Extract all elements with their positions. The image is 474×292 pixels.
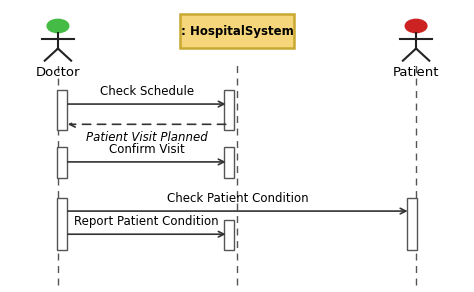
Bar: [224, 147, 234, 178]
Circle shape: [47, 19, 69, 33]
Text: : HospitalSystem: : HospitalSystem: [181, 25, 293, 38]
Bar: [224, 220, 234, 250]
Text: Report Patient Condition: Report Patient Condition: [74, 215, 219, 228]
Circle shape: [405, 19, 427, 33]
Bar: [57, 147, 67, 178]
Bar: [57, 90, 67, 130]
FancyBboxPatch shape: [181, 14, 293, 48]
Text: Patient: Patient: [393, 66, 439, 79]
Bar: [57, 198, 67, 250]
Text: Confirm Visit: Confirm Visit: [109, 142, 185, 156]
Bar: [224, 90, 234, 130]
Text: Doctor: Doctor: [36, 66, 80, 79]
Text: Check Schedule: Check Schedule: [100, 85, 194, 98]
Bar: [407, 198, 417, 250]
Text: Check Patient Condition: Check Patient Condition: [167, 192, 309, 205]
Text: Patient Visit Planned: Patient Visit Planned: [86, 131, 208, 144]
